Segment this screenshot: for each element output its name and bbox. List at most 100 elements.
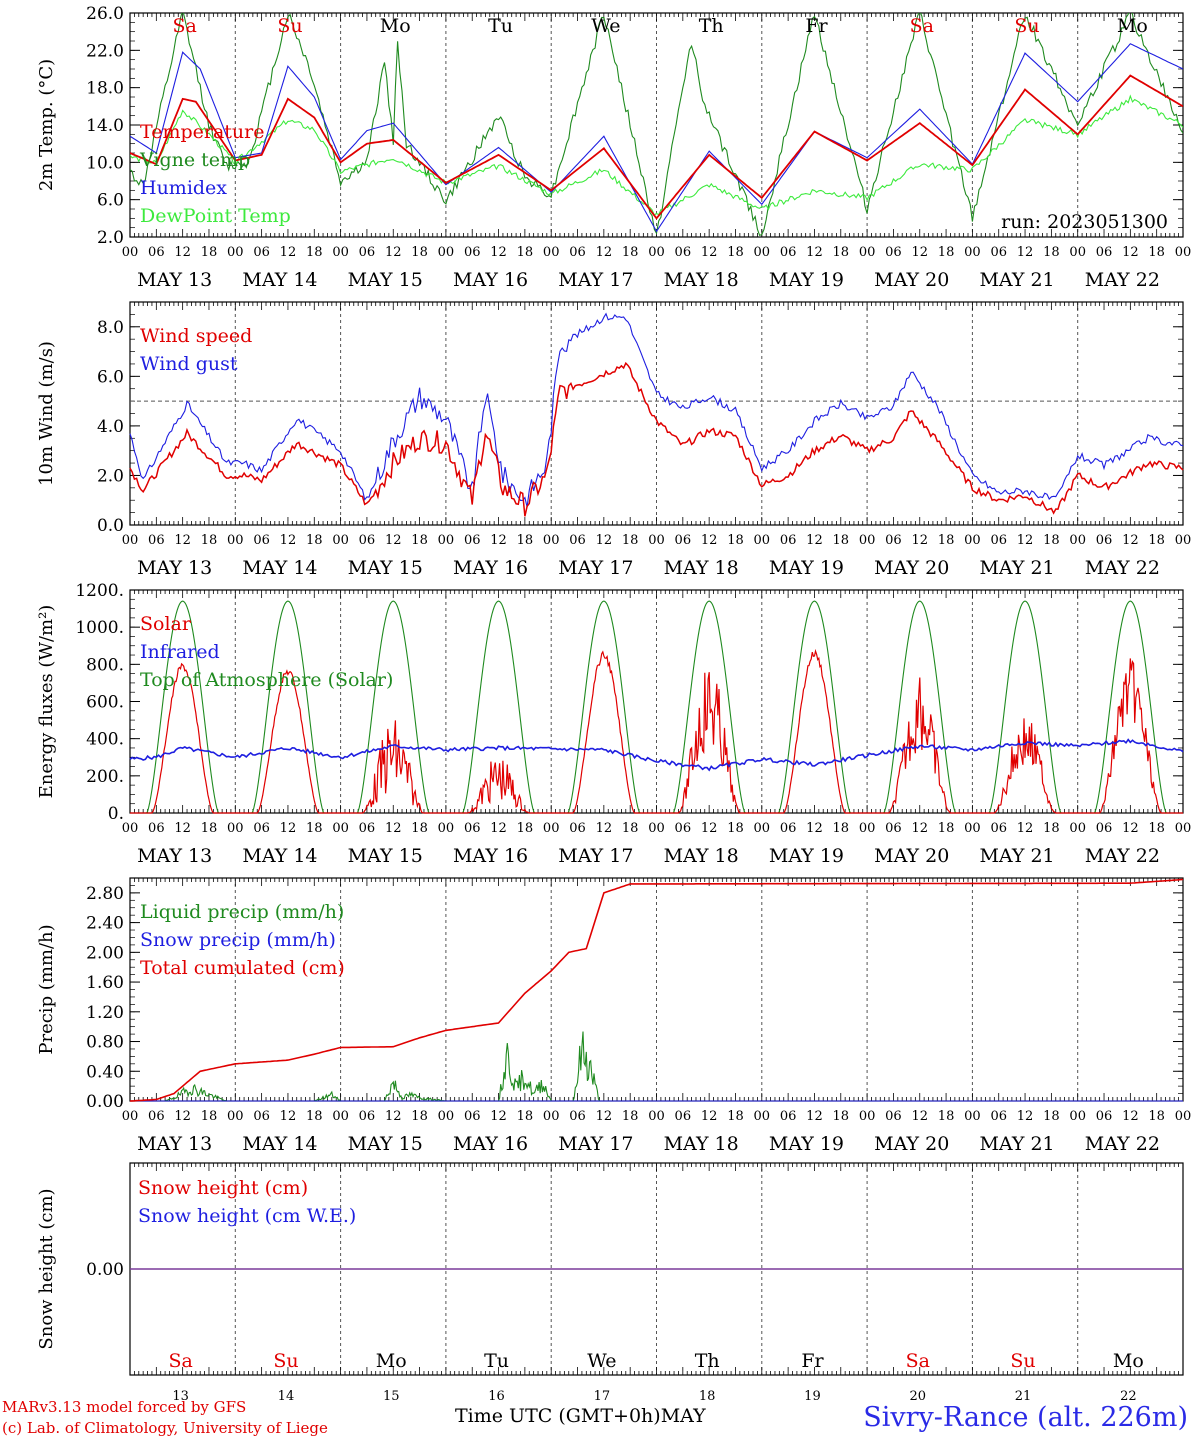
hour-tick-label: 12: [596, 533, 613, 548]
date-label: MAY 17: [558, 269, 633, 291]
precip-panel: 0.00 0.40 0.80 1.20 1.60 2.00 2.40 2.80 Precip (…: [36, 877, 1192, 1155]
hour-tick-label: 00: [964, 533, 981, 548]
hour-tick-label: 06: [464, 821, 481, 836]
hour-tick-label: 12: [174, 533, 191, 548]
hour-tick-label: 12: [911, 533, 928, 548]
date-label: MAY 21: [979, 845, 1054, 867]
day-number-label: 16: [488, 1389, 505, 1404]
temperature-panel: 2.0 6.0 10.0 14.0 18.0 22.0 26.0 2m Temp. (°C) 0…: [36, 4, 1191, 291]
date-label: MAY 16: [453, 845, 528, 867]
run-label: run: 2023051300: [1001, 211, 1168, 233]
date-label: MAY 13: [137, 1133, 212, 1155]
y-tick-label: 1.20: [86, 1003, 124, 1023]
energy-panel: 0. 200. 400. 600. 800. 1000. 1200. Energy fluxe…: [36, 581, 1191, 867]
hour-tick-label: 00: [754, 821, 771, 836]
hour-tick-label: 18: [201, 1109, 218, 1124]
y-tick-label: 800.: [86, 655, 124, 675]
hour-tick-label: 12: [174, 245, 191, 260]
hour-tick-label: 12: [1017, 245, 1034, 260]
legend-entry: Temperature: [140, 121, 264, 143]
hour-tick-label: 06: [990, 533, 1007, 548]
hour-tick-label: 12: [1017, 821, 1034, 836]
y-tick-label: 200.: [86, 767, 124, 787]
date-label: MAY 19: [769, 557, 844, 579]
date-label: MAY 17: [558, 557, 633, 579]
hour-tick-label: 06: [885, 245, 902, 260]
y-tick-label: 10.0: [86, 153, 124, 173]
y-tick-label: 26.0: [86, 4, 124, 24]
hour-tick-label: 12: [701, 821, 718, 836]
hour-tick-label: 06: [569, 245, 586, 260]
hour-tick-label: 12: [385, 1109, 402, 1124]
hour-tick-label: 06: [675, 533, 692, 548]
hour-tick-label: 18: [727, 1109, 744, 1124]
date-label: MAY 13: [137, 557, 212, 579]
date-label: MAY 14: [242, 845, 317, 867]
weekday-label: Tu: [488, 15, 513, 37]
series-line-humidex: [130, 43, 1183, 233]
date-label: MAY 14: [242, 269, 317, 291]
hour-tick-label: 18: [833, 533, 850, 548]
hour-tick-label: 18: [411, 821, 428, 836]
hour-tick-label: 12: [490, 1109, 507, 1124]
y-axis-label: Snow height (cm): [36, 1188, 57, 1349]
hour-tick-label: 06: [148, 1109, 165, 1124]
hour-tick-label: 00: [964, 245, 981, 260]
y-tick-label: 2.0: [97, 466, 124, 486]
legend-entry: DewPoint Temp: [140, 205, 291, 227]
hour-tick-label: 06: [253, 245, 270, 260]
hour-tick-label: 00: [1175, 1109, 1192, 1124]
hour-tick-label: 06: [569, 533, 586, 548]
hour-tick-label: 00: [543, 533, 560, 548]
hour-tick-label: 12: [385, 533, 402, 548]
hour-tick-label: 18: [306, 821, 323, 836]
date-label: MAY 22: [1085, 845, 1160, 867]
hour-tick-label: 18: [833, 821, 850, 836]
y-tick-label: 6.0: [97, 367, 124, 387]
hour-tick-label: 18: [411, 1109, 428, 1124]
hour-tick-label: 06: [1096, 245, 1113, 260]
hour-tick-label: 06: [464, 245, 481, 260]
hour-tick-label: 06: [675, 245, 692, 260]
hour-tick-label: 00: [332, 1109, 349, 1124]
weekday-label: Mo: [1117, 15, 1148, 37]
hour-tick-label: 18: [727, 821, 744, 836]
hour-tick-label: 18: [1148, 821, 1165, 836]
weekday-label: Tu: [484, 1350, 509, 1372]
day-number-label: 22: [1120, 1389, 1137, 1404]
hour-tick-label: 12: [596, 1109, 613, 1124]
series-line-vigne-temp: [130, 13, 1183, 236]
hour-tick-label: 12: [701, 1109, 718, 1124]
hour-tick-label: 06: [253, 1109, 270, 1124]
hour-tick-label: 18: [938, 1109, 955, 1124]
hour-tick-label: 00: [648, 245, 665, 260]
day-number-label: 18: [699, 1389, 716, 1404]
hour-tick-label: 00: [543, 821, 560, 836]
date-label: MAY 18: [664, 1133, 739, 1155]
legend-entry: Top of Atmosphere (Solar): [140, 669, 393, 691]
hour-tick-label: 06: [148, 533, 165, 548]
date-label: MAY 20: [874, 269, 949, 291]
hour-tick-label: 12: [490, 245, 507, 260]
hour-tick-label: 18: [727, 245, 744, 260]
hour-tick-label: 12: [174, 821, 191, 836]
day-number-label: 19: [804, 1389, 821, 1404]
hour-tick-label: 00: [859, 245, 876, 260]
hour-tick-label: 18: [622, 245, 639, 260]
legend-entry: Solar: [140, 613, 192, 635]
hour-tick-label: 18: [1148, 245, 1165, 260]
series-line-wind-gust: [129, 312, 1184, 508]
hour-tick-label: 06: [464, 533, 481, 548]
y-tick-label: 2.80: [86, 884, 124, 904]
weekday-label: Mo: [376, 1350, 407, 1372]
hour-tick-label: 18: [517, 821, 534, 836]
date-label: MAY 20: [874, 845, 949, 867]
hour-tick-label: 18: [306, 245, 323, 260]
time-axis-title: Time UTC (GMT+0h)MAY: [455, 1405, 706, 1427]
hour-tick-label: 06: [675, 821, 692, 836]
y-tick-label: 4.0: [97, 417, 124, 437]
hour-tick-label: 06: [1096, 821, 1113, 836]
hour-tick-label: 18: [1043, 821, 1060, 836]
hour-tick-label: 18: [306, 1109, 323, 1124]
hour-tick-label: 18: [201, 821, 218, 836]
